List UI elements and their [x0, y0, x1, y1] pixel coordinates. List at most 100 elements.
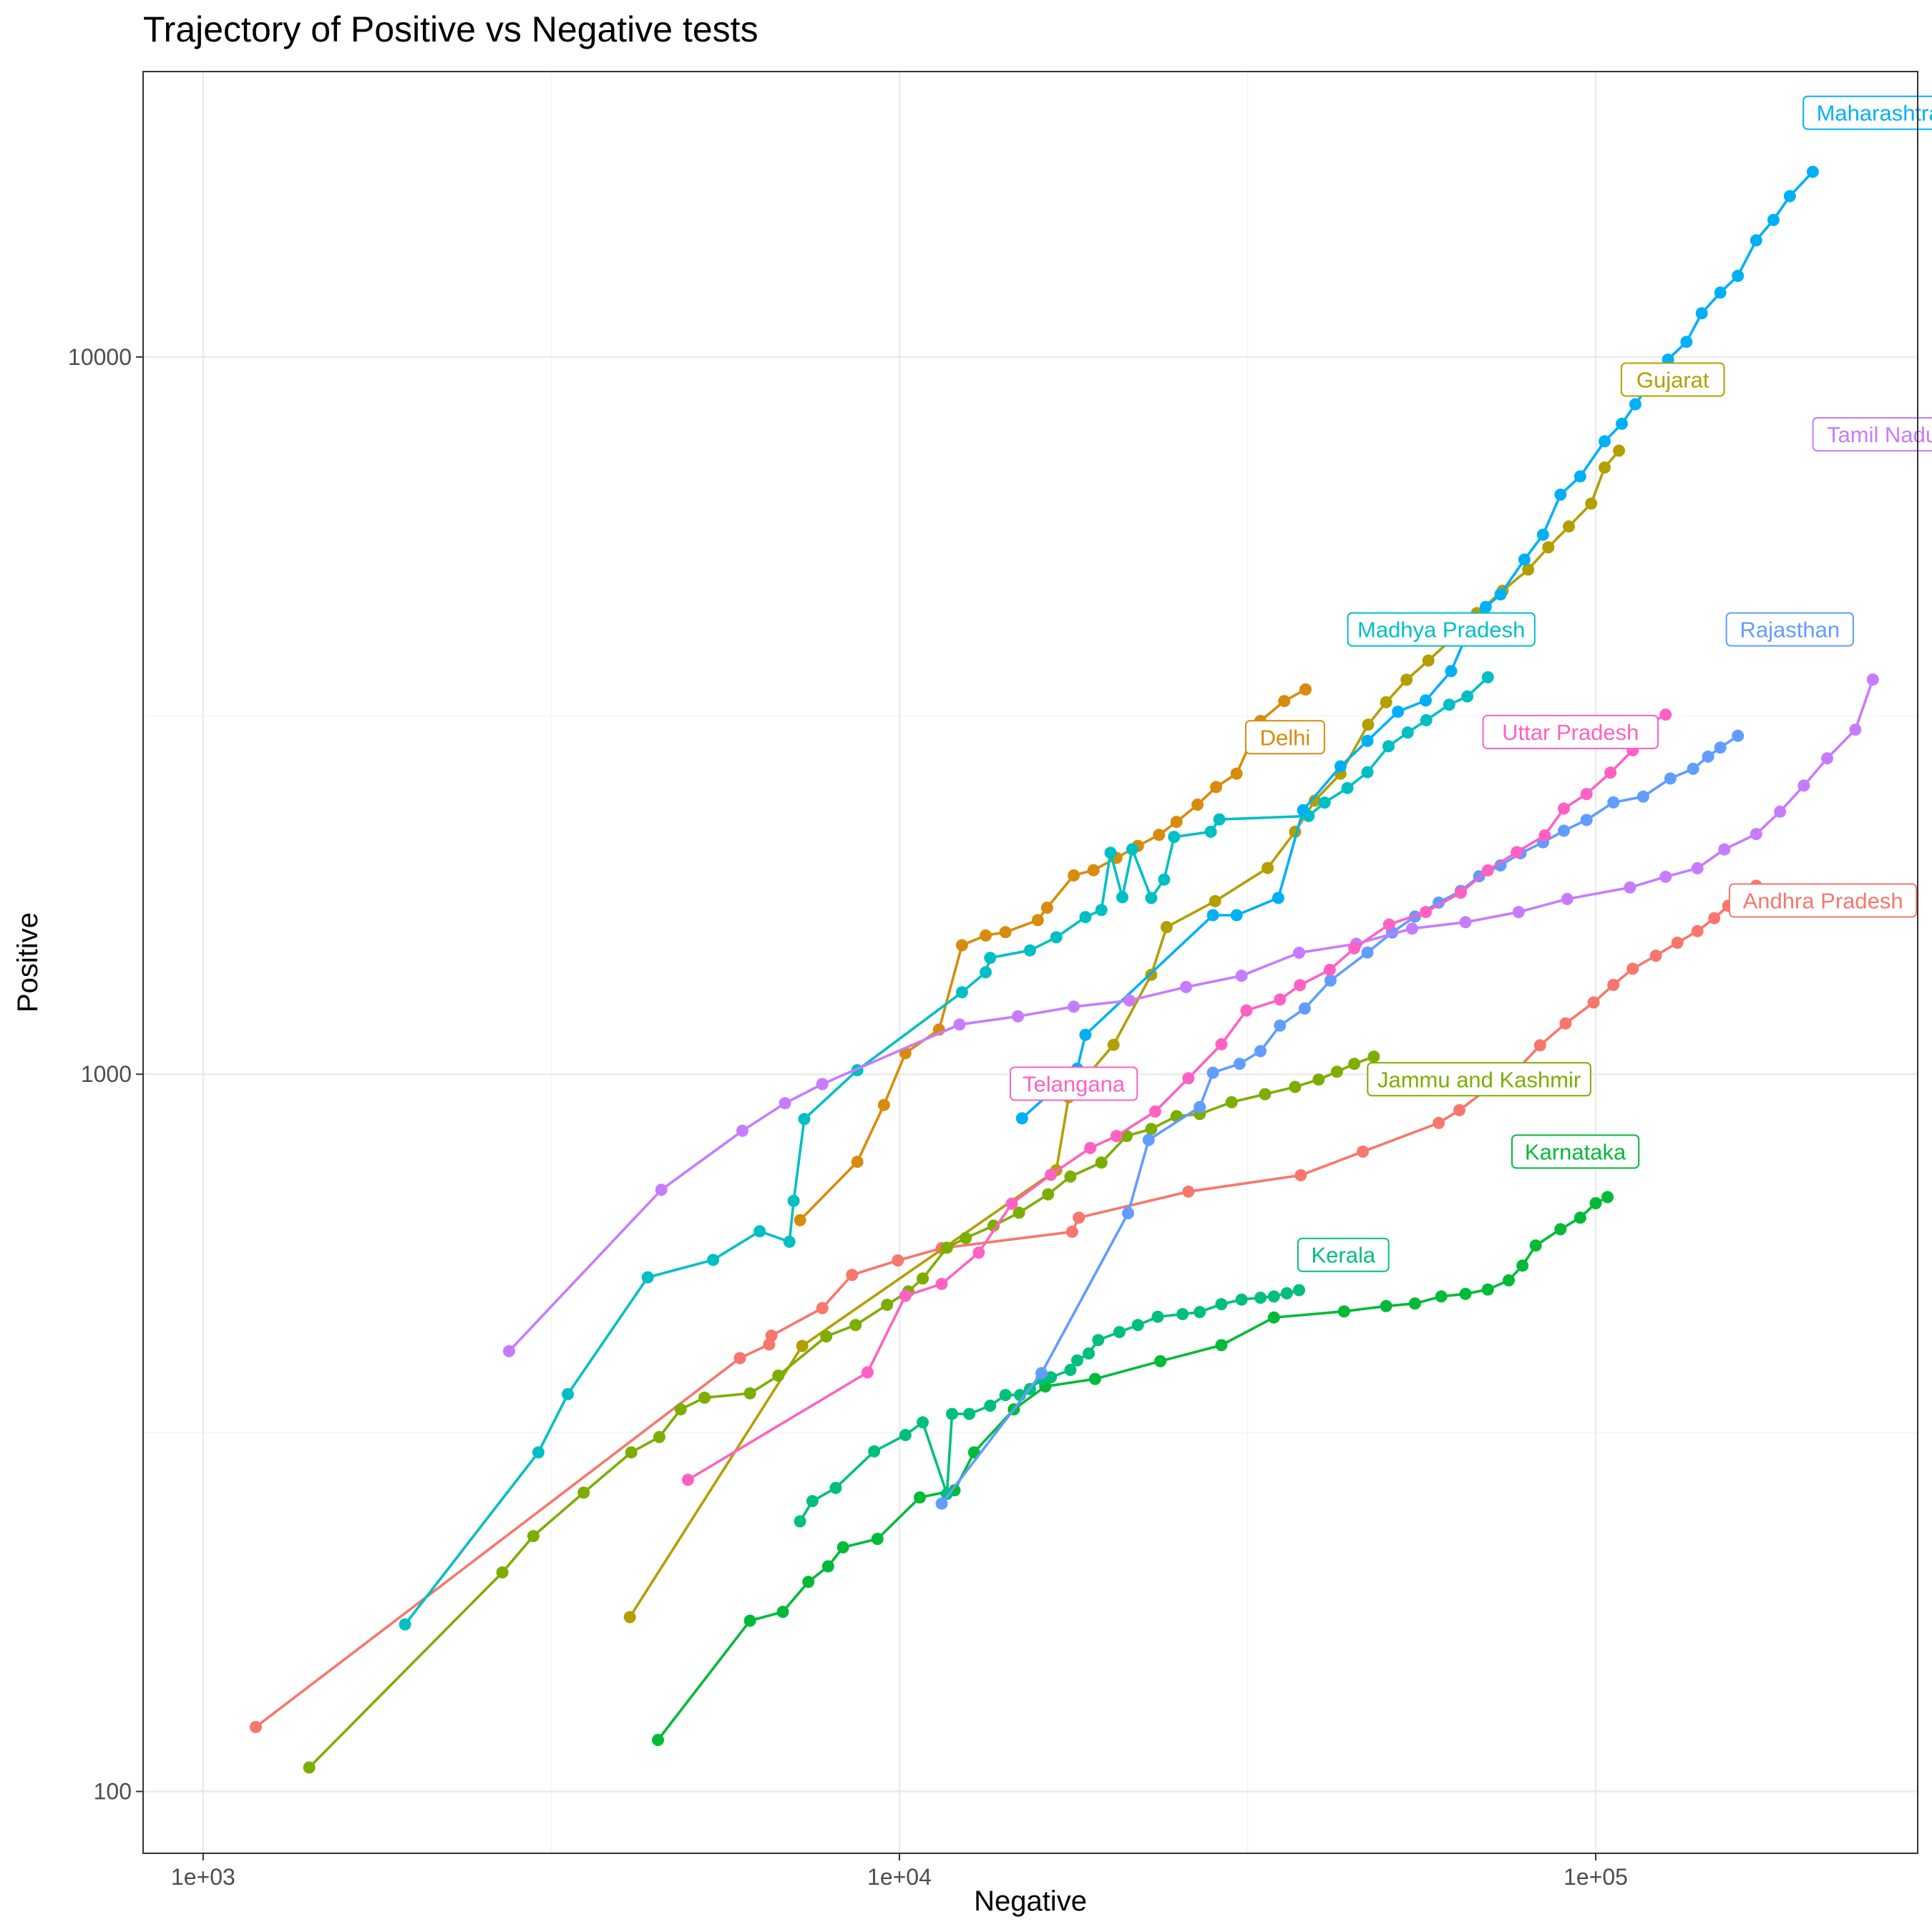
data-point-rajasthan: [1607, 796, 1620, 809]
data-point-kerala: [1293, 1284, 1305, 1297]
data-point-maharashtra: [1334, 760, 1347, 773]
data-point-delhi: [1040, 902, 1053, 914]
data-point-rajasthan: [1233, 1058, 1246, 1070]
data-point-telangana: [1148, 1105, 1161, 1118]
data-point-karnataka: [1459, 1287, 1472, 1300]
data-point-delhi: [1170, 816, 1183, 829]
y-tick-label: 10000: [68, 344, 132, 370]
data-point-maharashtra: [1714, 286, 1727, 299]
data-point-andhra-pradesh: [1453, 1104, 1465, 1116]
data-point-madhya-pradesh: [783, 1235, 796, 1248]
data-point-maharashtra: [1230, 909, 1243, 922]
data-point-karnataka: [1215, 1339, 1228, 1352]
series-layer: [249, 165, 1879, 1774]
data-point-kerala: [1215, 1298, 1228, 1311]
data-point-andhra-pradesh: [733, 1352, 746, 1365]
data-point-telangana: [1420, 906, 1432, 919]
series-label-delhi: Delhi: [1244, 720, 1325, 755]
data-point-maharashtra: [1272, 892, 1284, 904]
data-point-rajasthan: [1636, 790, 1649, 803]
data-point-tamil-nadu: [1293, 947, 1305, 959]
series-label-kerala: Kerala: [1297, 1237, 1390, 1272]
series-label-box: [1802, 95, 1932, 130]
data-point-andhra-pradesh: [1587, 996, 1600, 1009]
data-point-kerala: [1267, 1290, 1280, 1303]
data-point-telangana: [1604, 766, 1617, 779]
data-point-andhra-pradesh: [1626, 962, 1639, 975]
data-point-rajasthan: [1274, 1019, 1287, 1032]
data-point-telangana: [1382, 918, 1395, 931]
data-point-madhya-pradesh: [1420, 714, 1433, 726]
data-point-karnataka: [1529, 1239, 1542, 1252]
series-label-gujarat: Gujarat: [1620, 362, 1725, 397]
data-point-madhya-pradesh: [1401, 726, 1414, 739]
data-point-andhra-pradesh: [1182, 1185, 1195, 1198]
data-point-tamil-nadu: [1459, 916, 1472, 929]
series-label-madhya-pradesh: Madhya Pradesh: [1347, 612, 1536, 647]
data-point-tamil-nadu: [953, 1018, 966, 1031]
data-point-tamil-nadu: [1561, 892, 1574, 905]
data-point-delhi: [1031, 914, 1044, 927]
data-point-jammu-and-kashmir: [1064, 1170, 1077, 1183]
data-point-kerala: [1113, 1326, 1126, 1339]
data-point-madhya-pradesh: [532, 1446, 545, 1459]
data-point-tamil-nadu: [1691, 862, 1704, 874]
data-point-tamil-nadu: [1512, 906, 1525, 919]
data-point-delhi: [955, 939, 968, 952]
data-point-madhya-pradesh: [980, 966, 992, 979]
chart-title: Trajectory of Positive vs Negative tests: [143, 9, 758, 49]
data-point-telangana: [682, 1473, 694, 1486]
data-point-telangana: [1005, 1197, 1018, 1210]
series-telangana: [682, 708, 1672, 1486]
series-label-text: Madhya Pradesh: [1357, 618, 1525, 643]
data-point-madhya-pradesh: [1145, 892, 1158, 904]
data-point-tamil-nadu: [1866, 673, 1879, 686]
data-point-andhra-pradesh: [1065, 1225, 1078, 1238]
data-point-jammu-and-kashmir: [1367, 1050, 1380, 1063]
data-point-andhra-pradesh: [1294, 1169, 1307, 1181]
data-point-madhya-pradesh: [955, 986, 968, 999]
data-point-karnataka: [802, 1576, 815, 1589]
data-point-tamil-nadu: [1718, 843, 1731, 856]
series-maharashtra: [1015, 165, 1819, 1125]
data-point-madhya-pradesh: [1204, 825, 1217, 838]
data-point-jammu-and-kashmir: [1225, 1096, 1238, 1108]
data-point-tamil-nadu: [502, 1345, 515, 1357]
data-point-madhya-pradesh: [1095, 904, 1108, 917]
data-point-delhi: [1153, 829, 1166, 841]
data-point-andhra-pradesh: [1559, 1017, 1572, 1030]
data-point-tamil-nadu: [1012, 1010, 1025, 1023]
data-point-kerala: [1045, 1371, 1058, 1384]
series-label-box: [1812, 417, 1932, 452]
data-point-telangana: [1558, 802, 1570, 815]
data-point-jammu-and-kashmir: [1095, 1156, 1108, 1169]
data-point-jammu-and-kashmir: [987, 1219, 1000, 1232]
data-point-jammu-and-kashmir: [743, 1387, 756, 1400]
data-point-telangana: [1045, 1169, 1058, 1181]
data-point-jammu-and-kashmir: [698, 1391, 711, 1404]
series-label-maharashtra: Maharashtra: [1802, 95, 1932, 130]
series-label-text: Telangana: [1023, 1072, 1126, 1097]
data-point-karnataka: [1574, 1211, 1586, 1224]
data-point-maharashtra: [1479, 600, 1492, 613]
data-point-kerala: [899, 1429, 912, 1441]
data-point-rajasthan: [1206, 1066, 1219, 1079]
data-point-telangana: [861, 1366, 874, 1379]
series-label-box: [1482, 715, 1659, 749]
data-point-kerala: [1151, 1310, 1164, 1323]
data-point-telangana: [1348, 942, 1361, 955]
data-point-tamil-nadu: [1849, 723, 1862, 736]
data-point-kerala: [1194, 1306, 1206, 1319]
series-label-tamil-nadu: Tamil Nadu: [1812, 417, 1932, 452]
data-point-tamil-nadu: [1624, 881, 1636, 894]
data-point-gujarat: [1599, 461, 1611, 474]
series-label-box: [1347, 612, 1536, 647]
data-point-karnataka: [743, 1614, 756, 1627]
data-point-madhya-pradesh: [1079, 911, 1092, 924]
data-point-karnataka: [1267, 1311, 1280, 1324]
data-point-telangana: [972, 1246, 985, 1259]
data-point-karnataka: [1554, 1223, 1567, 1236]
data-point-madhya-pradesh: [1361, 766, 1374, 779]
data-point-delhi: [1210, 781, 1223, 794]
data-point-andhra-pradesh: [1607, 978, 1620, 991]
